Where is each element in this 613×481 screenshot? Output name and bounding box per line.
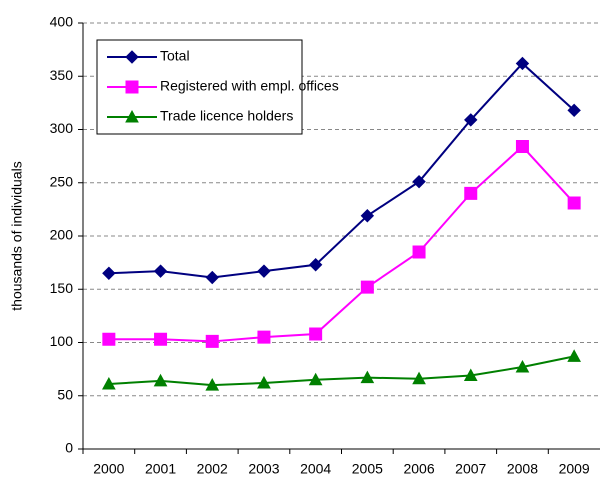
marker [153, 373, 168, 387]
marker [308, 372, 323, 386]
marker [153, 264, 168, 278]
marker [257, 375, 271, 389]
marker [515, 359, 530, 373]
x-tick-label: 2005 [352, 461, 383, 477]
marker [412, 245, 426, 259]
x-tick-label: 2001 [145, 461, 176, 477]
y-tick-label: 150 [50, 280, 74, 296]
marker [205, 270, 219, 285]
marker [360, 209, 375, 223]
marker [412, 371, 426, 385]
marker [412, 174, 426, 189]
marker [515, 56, 530, 71]
marker [257, 264, 271, 278]
marker [102, 376, 116, 390]
marker [102, 332, 116, 346]
marker [463, 368, 478, 382]
marker [515, 140, 529, 154]
legend-label: Registered with empl. offices [160, 78, 339, 94]
marker [125, 109, 139, 123]
y-tick-label: 250 [50, 173, 74, 189]
marker [125, 50, 139, 64]
x-tick-label: 2009 [559, 461, 590, 477]
x-tick-label: 2007 [455, 461, 486, 477]
series-line [108, 355, 575, 387]
marker [360, 370, 375, 384]
y-tick-label: 0 [65, 440, 73, 456]
marker [567, 103, 581, 118]
marker [257, 330, 271, 344]
y-tick-label: 100 [50, 333, 74, 349]
y-tick-label: 300 [50, 120, 74, 136]
marker [567, 349, 581, 362]
y-tick-label: 50 [57, 386, 73, 402]
series-line [108, 62, 575, 279]
x-tick-label: 2002 [197, 461, 228, 477]
y-tick-label: 200 [50, 227, 74, 243]
marker [125, 80, 139, 94]
x-tick-label: 2006 [403, 461, 434, 477]
x-tick-label: 2004 [300, 461, 331, 477]
x-tick-label: 2000 [93, 461, 124, 477]
marker [464, 186, 478, 200]
marker [205, 334, 219, 348]
marker [308, 258, 323, 272]
series-line [108, 145, 575, 343]
y-axis-label: thousands of individuals [9, 161, 25, 310]
marker [154, 332, 168, 346]
legend-label: Total [160, 48, 190, 64]
legend-label: Trade licence holders [160, 108, 293, 124]
marker [360, 280, 374, 294]
x-tick-label: 2008 [507, 461, 538, 477]
x-tick-label: 2003 [248, 461, 279, 477]
marker [464, 113, 478, 127]
marker [205, 378, 220, 391]
y-tick-label: 350 [50, 67, 74, 83]
marker [309, 327, 323, 341]
marker [102, 266, 116, 280]
marker [567, 196, 581, 210]
y-tick-label: 400 [50, 14, 74, 30]
